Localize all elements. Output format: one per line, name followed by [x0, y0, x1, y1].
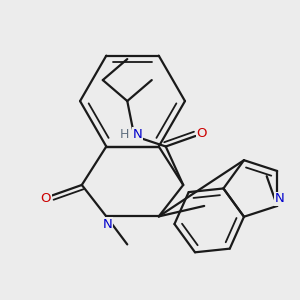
Text: N: N: [103, 218, 112, 231]
Text: H: H: [120, 128, 129, 141]
Text: N: N: [133, 128, 142, 141]
Text: N: N: [275, 192, 285, 206]
Text: O: O: [40, 192, 51, 205]
Text: O: O: [196, 127, 207, 140]
